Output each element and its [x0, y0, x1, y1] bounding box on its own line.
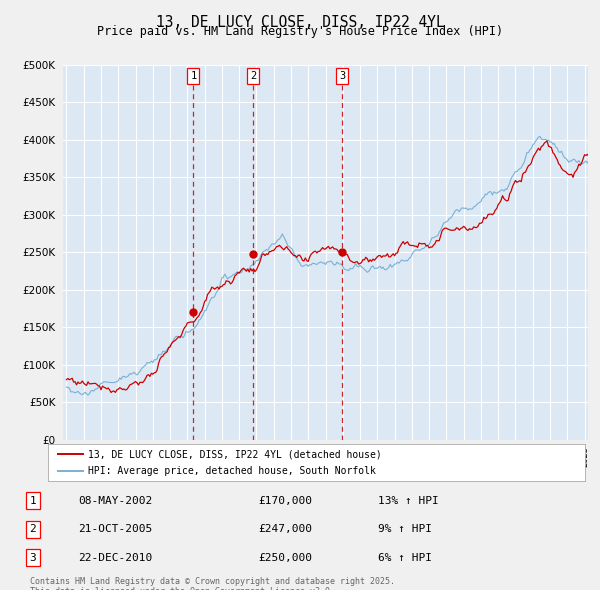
Text: Price paid vs. HM Land Registry's House Price Index (HPI): Price paid vs. HM Land Registry's House …	[97, 25, 503, 38]
Text: 21-OCT-2005: 21-OCT-2005	[78, 525, 152, 534]
Text: 08-MAY-2002: 08-MAY-2002	[78, 496, 152, 506]
Text: 13% ↑ HPI: 13% ↑ HPI	[378, 496, 439, 506]
Text: 6% ↑ HPI: 6% ↑ HPI	[378, 553, 432, 562]
Text: £250,000: £250,000	[258, 553, 312, 562]
Text: HPI: Average price, detached house, South Norfolk: HPI: Average price, detached house, Sout…	[88, 466, 376, 476]
Text: £247,000: £247,000	[258, 525, 312, 534]
Text: 3: 3	[339, 71, 346, 81]
Text: 13, DE LUCY CLOSE, DISS, IP22 4YL: 13, DE LUCY CLOSE, DISS, IP22 4YL	[155, 15, 445, 30]
Text: 2: 2	[29, 525, 37, 534]
Text: 3: 3	[29, 553, 37, 562]
Text: 2: 2	[250, 71, 256, 81]
Text: £170,000: £170,000	[258, 496, 312, 506]
Text: Contains HM Land Registry data © Crown copyright and database right 2025.
This d: Contains HM Land Registry data © Crown c…	[30, 577, 395, 590]
Text: 1: 1	[29, 496, 37, 506]
Text: 1: 1	[190, 71, 197, 81]
Text: 9% ↑ HPI: 9% ↑ HPI	[378, 525, 432, 534]
Text: 22-DEC-2010: 22-DEC-2010	[78, 553, 152, 562]
Text: 13, DE LUCY CLOSE, DISS, IP22 4YL (detached house): 13, DE LUCY CLOSE, DISS, IP22 4YL (detac…	[88, 449, 382, 459]
